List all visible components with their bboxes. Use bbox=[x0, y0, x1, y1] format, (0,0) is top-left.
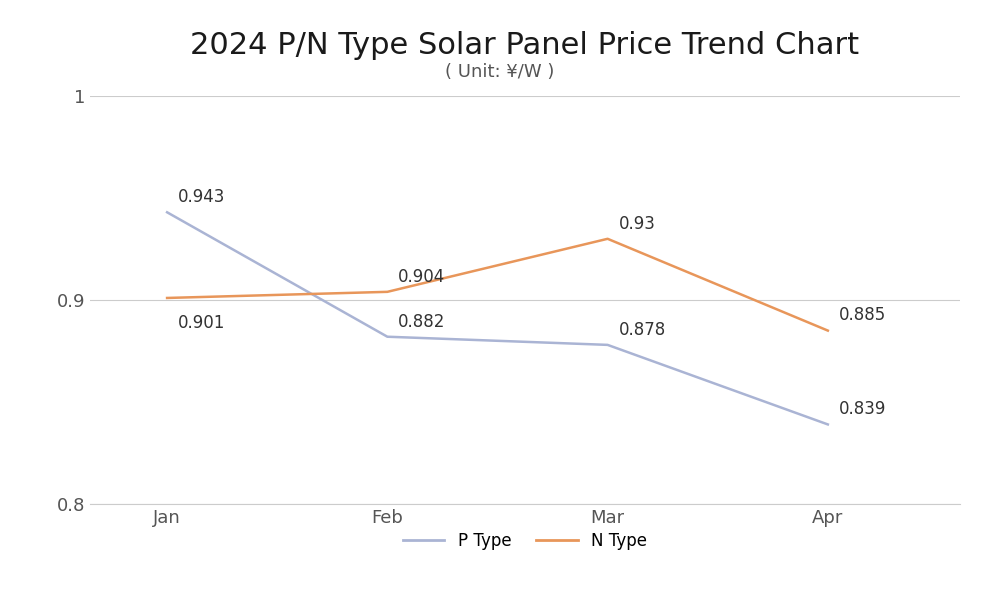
Text: 0.878: 0.878 bbox=[619, 321, 666, 339]
Title: 2024 P/N Type Solar Panel Price Trend Chart: 2024 P/N Type Solar Panel Price Trend Ch… bbox=[190, 31, 860, 61]
Text: 0.885: 0.885 bbox=[839, 307, 886, 325]
Text: 0.901: 0.901 bbox=[178, 314, 225, 332]
Text: 0.93: 0.93 bbox=[619, 215, 655, 233]
Legend: P Type, N Type: P Type, N Type bbox=[396, 526, 654, 557]
Text: 0.882: 0.882 bbox=[398, 313, 446, 331]
Text: ( Unit: ¥/W ): ( Unit: ¥/W ) bbox=[445, 63, 555, 81]
Text: 0.904: 0.904 bbox=[398, 268, 446, 286]
Text: 0.943: 0.943 bbox=[178, 188, 225, 206]
Text: 0.839: 0.839 bbox=[839, 400, 886, 418]
